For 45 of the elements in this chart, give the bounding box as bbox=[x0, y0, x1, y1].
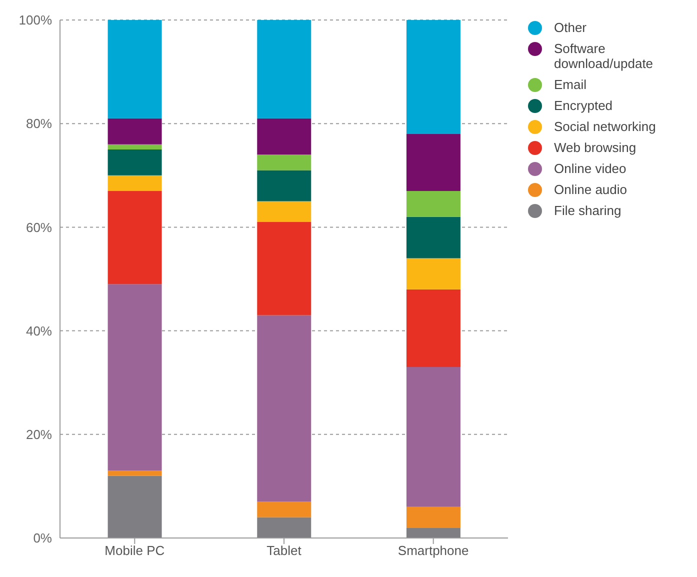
legend-label: Software download/update bbox=[554, 41, 654, 71]
bar bbox=[257, 154, 312, 170]
bar bbox=[257, 222, 312, 316]
legend-label: Email bbox=[554, 77, 587, 92]
bar bbox=[406, 190, 460, 217]
bar bbox=[108, 20, 162, 118]
bar bbox=[257, 315, 312, 502]
y-tick-label: 80% bbox=[26, 116, 52, 132]
bar bbox=[108, 144, 162, 150]
legend-label: Other bbox=[554, 20, 587, 35]
bar bbox=[257, 201, 312, 222]
bar bbox=[108, 118, 162, 144]
x-tick-label: Mobile PC bbox=[104, 543, 165, 558]
legend-label: Social networking bbox=[554, 119, 656, 134]
bar bbox=[406, 258, 460, 290]
bar bbox=[108, 190, 162, 284]
bar bbox=[406, 20, 460, 134]
legend-label: File sharing bbox=[554, 203, 622, 218]
bar bbox=[257, 118, 312, 155]
bar bbox=[406, 289, 460, 368]
bar bbox=[406, 506, 460, 528]
legend-label: Encrypted bbox=[554, 98, 613, 113]
bar bbox=[406, 528, 460, 538]
bar bbox=[406, 367, 460, 507]
y-tick-label: 60% bbox=[26, 220, 52, 235]
bar bbox=[108, 476, 162, 538]
y-tick-label: 0% bbox=[33, 530, 52, 546]
legend-label: Web browsing bbox=[554, 140, 636, 155]
bar bbox=[257, 517, 312, 538]
bar bbox=[257, 20, 312, 118]
bar bbox=[108, 150, 162, 176]
y-tick-label: 40% bbox=[26, 323, 52, 338]
bar bbox=[406, 216, 460, 258]
bar bbox=[257, 170, 312, 202]
bar bbox=[108, 284, 162, 471]
legend-label: Online audio bbox=[554, 182, 627, 197]
bar bbox=[108, 470, 162, 476]
bar bbox=[257, 502, 312, 518]
x-tick-label: Smartphone bbox=[398, 543, 469, 558]
legend-label: Online video bbox=[554, 161, 626, 176]
y-tick-label: 100% bbox=[18, 12, 52, 28]
bar bbox=[108, 175, 162, 191]
y-tick-label: 20% bbox=[26, 427, 52, 442]
x-tick-label: Tablet bbox=[266, 543, 302, 558]
bar bbox=[406, 134, 460, 191]
